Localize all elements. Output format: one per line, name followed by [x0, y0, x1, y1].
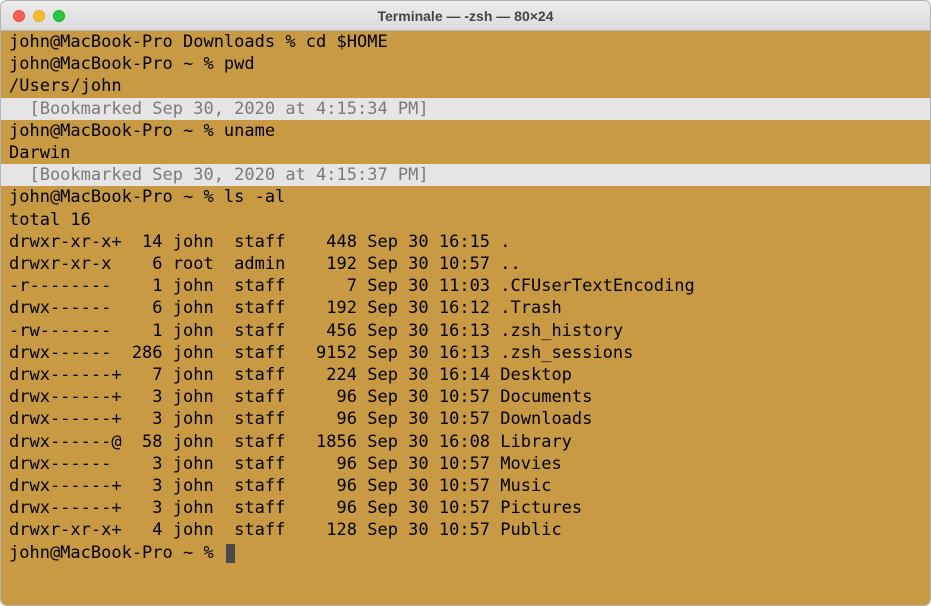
terminal-line: Darwin — [1, 142, 930, 164]
terminal-line: drwx------+ 3 john staff 96 Sep 30 10:57… — [1, 408, 930, 430]
terminal-line: john@MacBook-Pro Downloads % cd $HOME — [1, 31, 930, 53]
terminal-window: Terminale — -zsh — 80×24 john@MacBook-Pr… — [0, 0, 931, 606]
minimize-icon[interactable] — [33, 10, 45, 22]
cursor-icon — [226, 544, 235, 563]
terminal-line: john@MacBook-Pro ~ % uname — [1, 120, 930, 142]
titlebar: Terminale — -zsh — 80×24 — [1, 1, 930, 31]
terminal-body[interactable]: john@MacBook-Pro Downloads % cd $HOME jo… — [1, 31, 930, 605]
terminal-line: drwxr-xr-x 6 root admin 192 Sep 30 10:57… — [1, 253, 930, 275]
bookmark-line: [Bookmarked Sep 30, 2020 at 4:15:37 PM] — [1, 164, 930, 186]
terminal-line: drwx------+ 3 john staff 96 Sep 30 10:57… — [1, 386, 930, 408]
terminal-line: drwx------ 3 john staff 96 Sep 30 10:57 … — [1, 453, 930, 475]
terminal-line: drwxr-xr-x+ 14 john staff 448 Sep 30 16:… — [1, 231, 930, 253]
close-icon[interactable] — [13, 10, 25, 22]
terminal-line: drwx------@ 58 john staff 1856 Sep 30 16… — [1, 431, 930, 453]
terminal-line: drwx------+ 7 john staff 224 Sep 30 16:1… — [1, 364, 930, 386]
terminal-line: -rw------- 1 john staff 456 Sep 30 16:13… — [1, 320, 930, 342]
terminal-line: drwx------ 286 john staff 9152 Sep 30 16… — [1, 342, 930, 364]
prompt-line: john@MacBook-Pro ~ % — [1, 542, 930, 564]
terminal-line: drwxr-xr-x+ 4 john staff 128 Sep 30 10:5… — [1, 519, 930, 541]
prompt-text: john@MacBook-Pro ~ % — [9, 543, 224, 563]
terminal-line: /Users/john — [1, 75, 930, 97]
zoom-icon[interactable] — [53, 10, 65, 22]
terminal-line: john@MacBook-Pro ~ % pwd — [1, 53, 930, 75]
bookmark-line: [Bookmarked Sep 30, 2020 at 4:15:34 PM] — [1, 98, 930, 120]
terminal-line: -r-------- 1 john staff 7 Sep 30 11:03 .… — [1, 275, 930, 297]
terminal-line: drwx------+ 3 john staff 96 Sep 30 10:57… — [1, 475, 930, 497]
window-title: Terminale — -zsh — 80×24 — [1, 8, 930, 24]
terminal-line: john@MacBook-Pro ~ % ls -al — [1, 186, 930, 208]
terminal-line: total 16 — [1, 209, 930, 231]
traffic-lights — [1, 10, 65, 22]
terminal-line: drwx------ 6 john staff 192 Sep 30 16:12… — [1, 297, 930, 319]
terminal-line: drwx------+ 3 john staff 96 Sep 30 10:57… — [1, 497, 930, 519]
